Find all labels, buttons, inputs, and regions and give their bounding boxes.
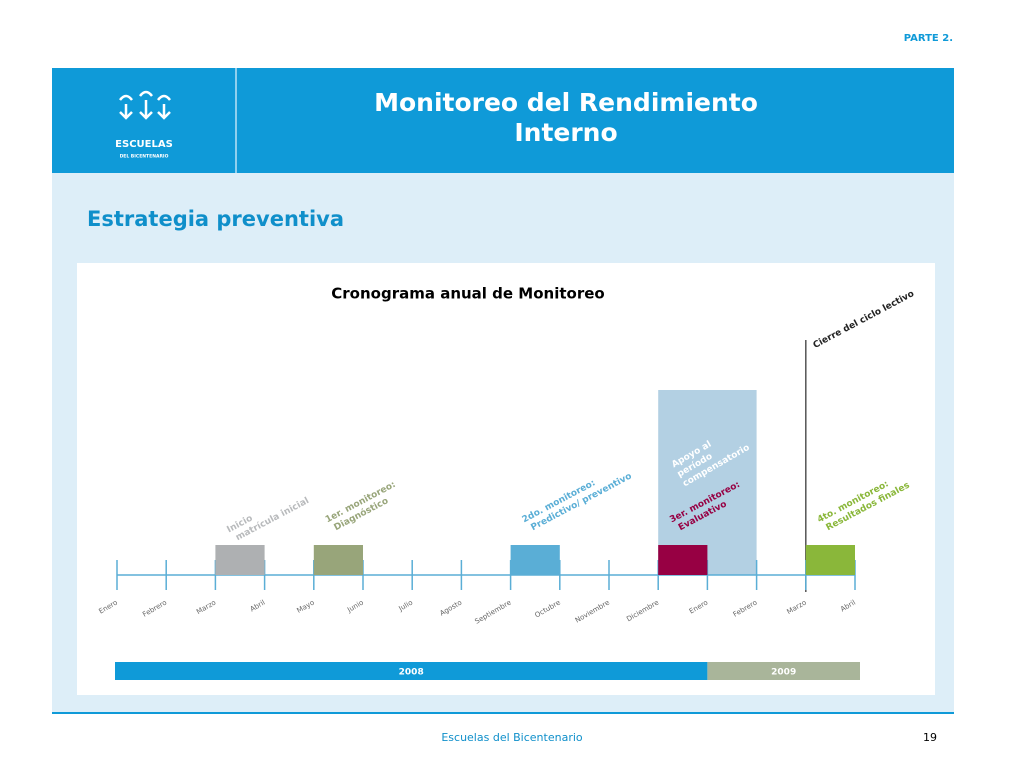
event-box [805, 545, 855, 575]
diagram-title: Cronograma anual de Monitoreo [331, 285, 604, 303]
logo-figures [119, 90, 171, 120]
support-period [658, 390, 757, 575]
part-label: PARTE 2. [904, 33, 953, 44]
logo-sub: DEL BICENTENARIO [120, 154, 169, 160]
event-box [313, 545, 363, 575]
year-bar [115, 662, 708, 680]
logo-name: ESCUELAS [115, 139, 173, 150]
page-number: 19 [923, 731, 937, 744]
event-box [215, 545, 265, 575]
year-label: 2009 [771, 668, 796, 678]
year-bar [707, 662, 860, 680]
event-box [658, 545, 708, 575]
header-band [52, 68, 954, 173]
year-label: 2008 [399, 668, 424, 678]
event-box [510, 545, 560, 575]
footer-text: Escuelas del Bicentenario [441, 731, 583, 744]
diagram-panel [77, 263, 935, 695]
slide-title: Monitoreo del Rendimiento Interno [374, 88, 758, 147]
section-title: Estrategia preventiva [87, 207, 344, 231]
